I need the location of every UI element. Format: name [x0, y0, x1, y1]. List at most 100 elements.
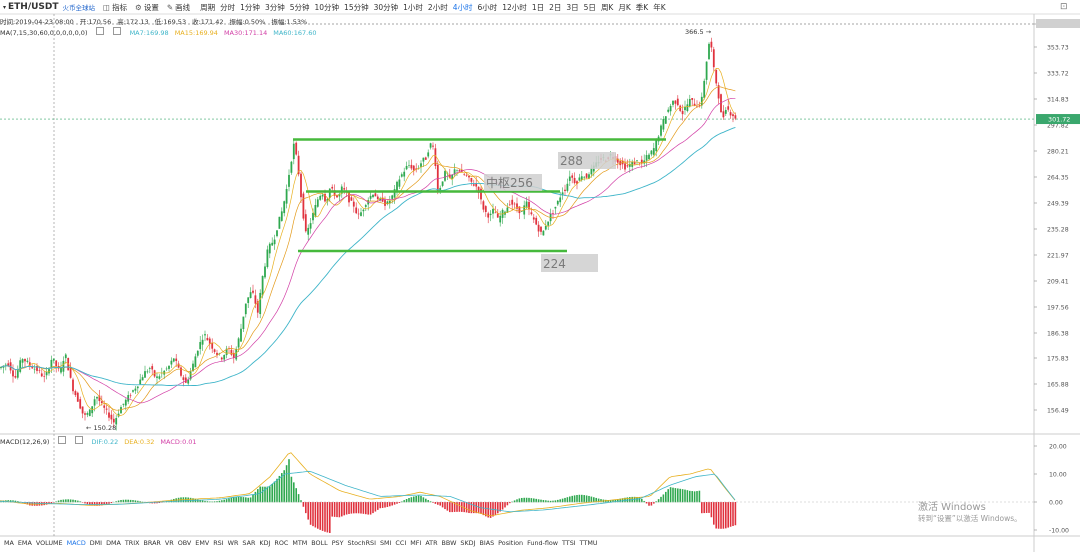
interval-8[interactable]: 2小时	[427, 2, 448, 12]
indicator-tab-emv[interactable]: EMV	[195, 538, 210, 547]
indicator-tab-brar[interactable]: BRAR	[143, 538, 161, 547]
candle-body	[247, 297, 250, 303]
candle-body	[628, 163, 631, 167]
macd-bar	[120, 500, 122, 503]
candle-body	[734, 115, 737, 119]
indicator-tab-atr[interactable]: ATR	[425, 538, 438, 547]
candle-body	[444, 171, 446, 181]
symbol-selector[interactable]: ▾ ETH/USDT	[3, 2, 59, 12]
indicator-tab-obv[interactable]: OBV	[177, 538, 192, 547]
indicator-tab-sar[interactable]: SAR	[242, 538, 256, 547]
indicator-tab-vr[interactable]: VR	[164, 538, 174, 547]
macd-bar	[101, 502, 103, 506]
current-price-box	[1036, 114, 1080, 125]
indicator-tab-cci[interactable]: CCI	[395, 538, 407, 547]
candle-body	[391, 195, 394, 199]
macd-bar	[249, 497, 252, 503]
candle-body	[264, 266, 266, 278]
indicator-tab-mtm[interactable]: MTM	[292, 538, 308, 547]
gear-icon: ⚙	[135, 2, 142, 12]
expand-icon[interactable]: ⊡	[1060, 2, 1068, 12]
indicator-tab-wr[interactable]: WR	[227, 538, 239, 547]
macd-bar	[506, 502, 509, 506]
macd-bar	[156, 502, 158, 504]
indicator-tab-dmi[interactable]: DMI	[89, 538, 103, 547]
interval-14[interactable]: 3日	[566, 2, 579, 12]
indicator-tab-smi[interactable]: SMI	[379, 538, 392, 547]
candle-body	[108, 412, 110, 418]
toggle-icon[interactable]	[96, 27, 105, 35]
interval-2[interactable]: 3分钟	[264, 2, 285, 12]
indicator-tab-ma[interactable]: MA	[4, 538, 14, 547]
macd-bar	[609, 499, 612, 503]
indicator-tab-bias[interactable]: BIAS	[479, 538, 495, 547]
interval-10[interactable]: 6小时	[477, 2, 498, 12]
interval-16[interactable]: 周K	[600, 2, 614, 12]
indicator-tab-kdj[interactable]: KDJ	[259, 538, 271, 547]
macd-bar	[319, 502, 321, 530]
interval-18[interactable]: 季K	[635, 2, 649, 12]
settings-icon[interactable]	[75, 436, 84, 444]
indicator-tab-psy[interactable]: PSY	[331, 538, 344, 547]
interval-9[interactable]: 4小时	[452, 2, 473, 12]
indicator-tab-roc[interactable]: ROC	[274, 538, 289, 547]
indicator-tab-volume[interactable]: VOLUME	[35, 538, 63, 547]
indicator-tab-macd[interactable]: MACD	[66, 538, 86, 547]
indicator-tab-mfi[interactable]: MFI	[410, 538, 422, 547]
candle-body	[225, 348, 228, 356]
settings-icon[interactable]	[113, 27, 122, 35]
candle-body	[636, 160, 638, 161]
annotation-label: 288	[560, 154, 583, 168]
candle-body	[172, 358, 175, 362]
macd-bar	[573, 495, 576, 503]
indicator-tab-dma[interactable]: DMA	[106, 538, 121, 547]
interval-4[interactable]: 10分钟	[314, 2, 340, 12]
indicator-button[interactable]: ◫ 指标	[103, 2, 128, 12]
candle-body	[384, 199, 386, 206]
interval-17[interactable]: 月K	[618, 2, 631, 12]
interval-0[interactable]: 分时	[220, 2, 236, 12]
draw-button[interactable]: ✎ 画线	[166, 2, 191, 12]
interval-3[interactable]: 5分钟	[289, 2, 310, 12]
interval-5[interactable]: 15分钟	[344, 2, 369, 12]
indicator-tab-fund-flow[interactable]: Fund-flow	[527, 538, 559, 547]
candle-body	[489, 213, 492, 216]
indicator-tab-ttsi[interactable]: TTSI	[562, 538, 576, 547]
candle-body	[708, 43, 710, 60]
candle-body	[177, 363, 180, 368]
interval-11[interactable]: 12小时	[502, 2, 527, 12]
interval-6[interactable]: 30分钟	[373, 2, 399, 12]
macd-bar	[504, 502, 506, 508]
candle-body	[698, 105, 701, 106]
interval-19[interactable]: 年K	[653, 2, 666, 12]
candle-body	[211, 342, 214, 349]
toggle-icon[interactable]	[58, 436, 67, 444]
indicator-tab-position[interactable]: Position	[498, 538, 524, 547]
macd-bar	[456, 502, 458, 512]
candle-body	[208, 338, 211, 344]
interval-7[interactable]: 1小时	[403, 2, 423, 12]
macd-bar	[549, 500, 552, 503]
candle-body	[703, 80, 706, 98]
interval-12[interactable]: 1日	[531, 2, 545, 12]
indicator-tab-bbw[interactable]: BBW	[441, 538, 457, 547]
candle-body	[194, 356, 197, 368]
indicator-tab-ema[interactable]: EMA	[17, 538, 32, 547]
indicator-tab-stochrsi[interactable]: StochRSI	[347, 538, 376, 547]
indicator-tab-boll[interactable]: BOLL	[311, 538, 328, 547]
indicator-tab-trix[interactable]: TRIX	[124, 538, 140, 547]
ma-legend-item-0: MA7:169.98	[129, 29, 169, 37]
candle-body	[216, 352, 218, 355]
indicator-tab-ttmu[interactable]: TTMU	[579, 538, 598, 547]
macd-bar	[444, 502, 446, 510]
candle-body	[676, 98, 679, 106]
interval-13[interactable]: 2日	[549, 2, 562, 12]
y-tick-label: 197.56	[1047, 305, 1069, 312]
settings-button[interactable]: ⚙ 设置	[135, 2, 159, 12]
indicator-tab-skdj[interactable]: SKDJ	[460, 538, 476, 547]
macd-bar	[600, 499, 602, 503]
indicator-tab-rsi[interactable]: RSI	[213, 538, 224, 547]
interval-15[interactable]: 5日	[583, 2, 596, 12]
interval-1[interactable]: 1分钟	[240, 2, 260, 12]
